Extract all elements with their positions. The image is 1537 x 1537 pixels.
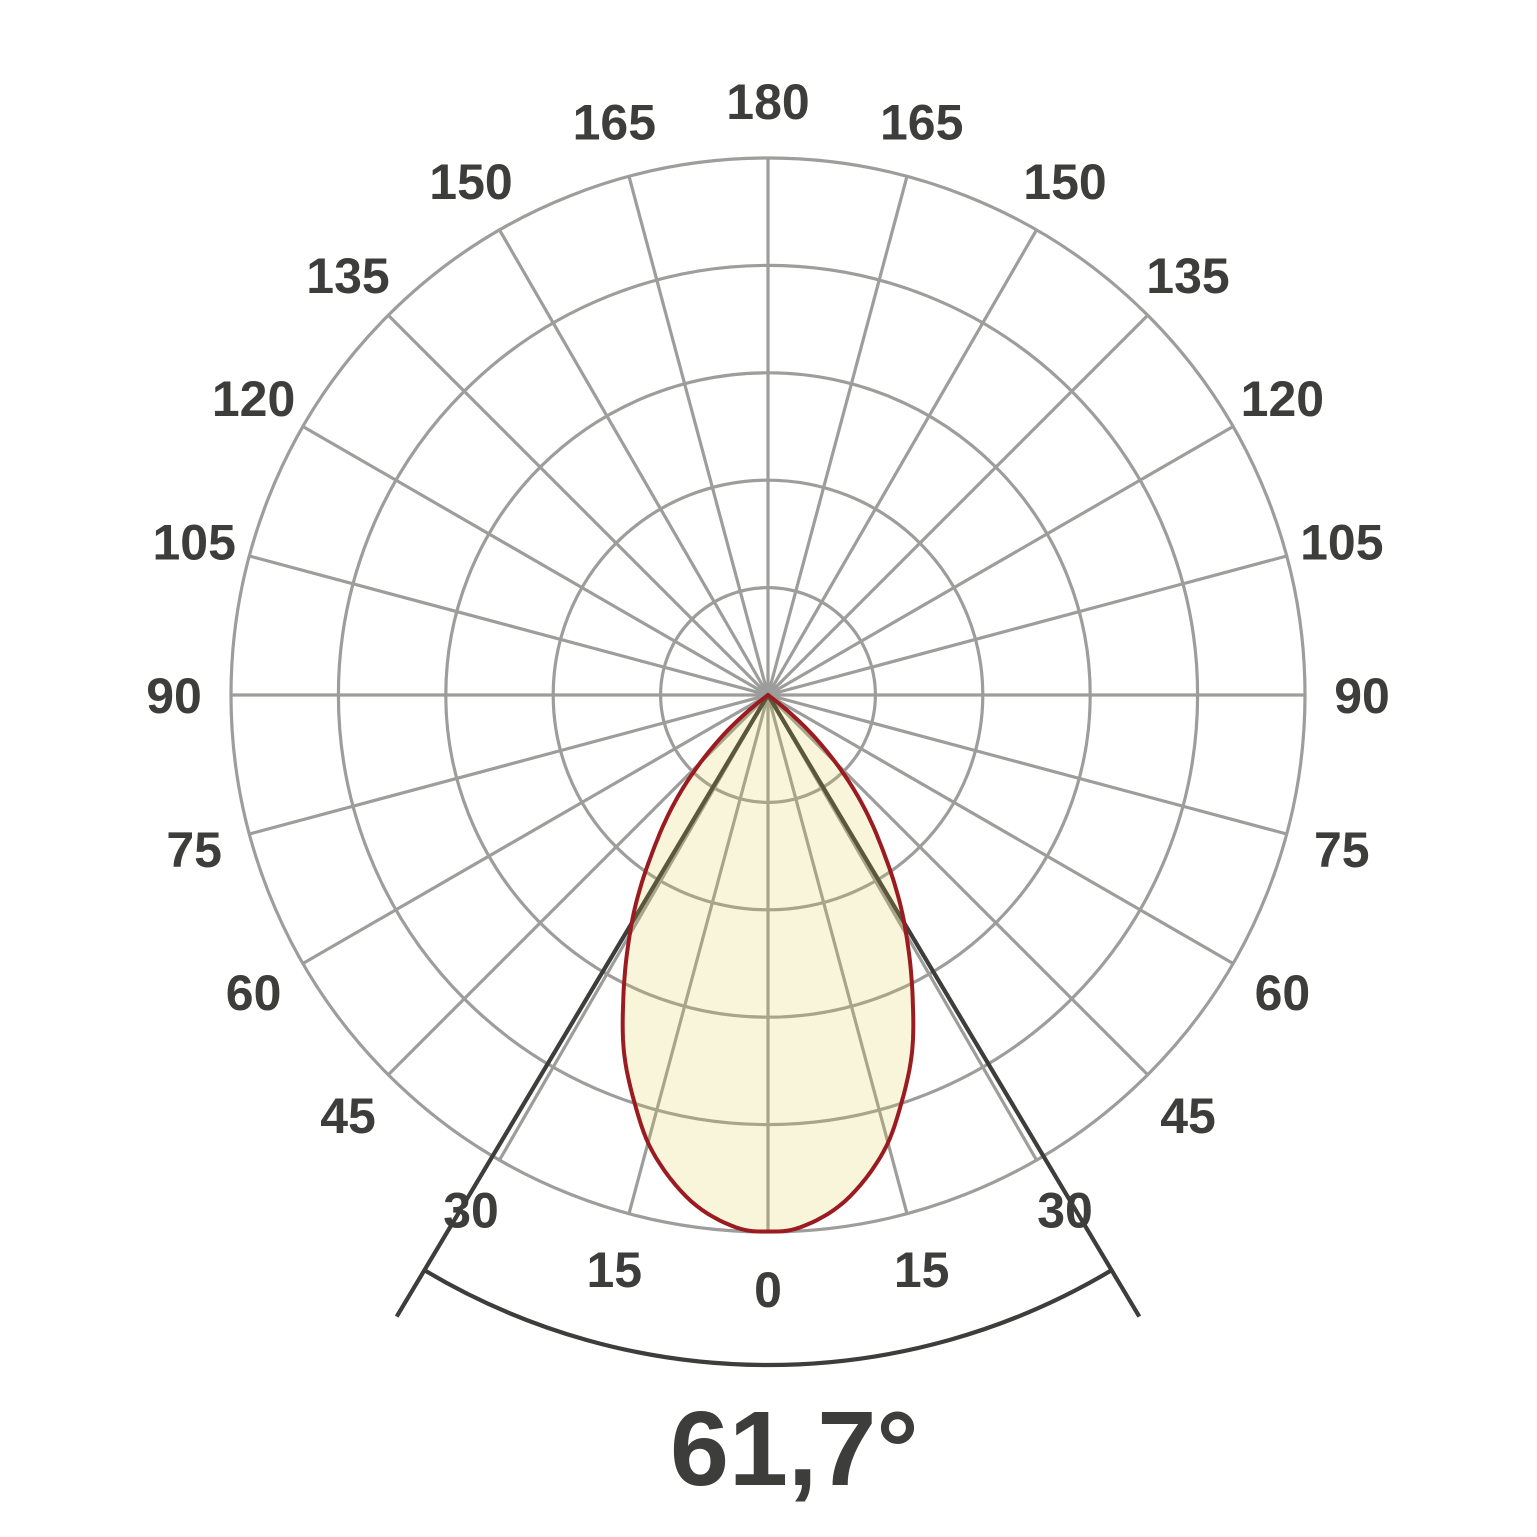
svg-text:15: 15 — [894, 1242, 950, 1298]
svg-text:75: 75 — [1314, 822, 1370, 878]
svg-text:135: 135 — [1146, 248, 1229, 304]
svg-text:150: 150 — [1023, 154, 1106, 210]
svg-text:45: 45 — [320, 1088, 376, 1144]
svg-text:180: 180 — [726, 74, 809, 130]
svg-text:120: 120 — [212, 371, 295, 427]
svg-text:30: 30 — [1037, 1183, 1093, 1239]
svg-text:15: 15 — [586, 1242, 642, 1298]
svg-text:150: 150 — [429, 154, 512, 210]
svg-text:60: 60 — [226, 965, 282, 1021]
svg-text:90: 90 — [1334, 668, 1390, 724]
svg-text:120: 120 — [1241, 371, 1324, 427]
svg-text:0: 0 — [754, 1262, 782, 1318]
svg-text:30: 30 — [443, 1183, 499, 1239]
svg-text:105: 105 — [152, 515, 235, 571]
svg-text:165: 165 — [573, 94, 656, 150]
svg-text:75: 75 — [166, 822, 222, 878]
svg-text:45: 45 — [1160, 1088, 1216, 1144]
svg-text:90: 90 — [146, 668, 202, 724]
svg-text:61,7°: 61,7° — [670, 1390, 919, 1508]
svg-text:105: 105 — [1300, 515, 1383, 571]
svg-text:60: 60 — [1255, 965, 1311, 1021]
svg-text:165: 165 — [880, 94, 963, 150]
svg-text:135: 135 — [306, 248, 389, 304]
